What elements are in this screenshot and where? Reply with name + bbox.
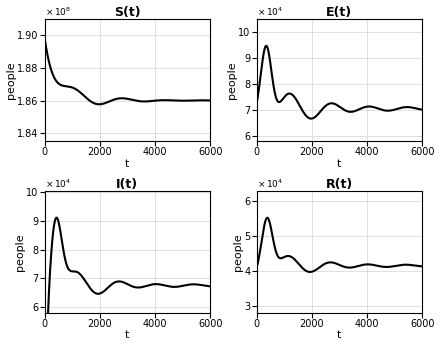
Text: $\times\,10^{8}$: $\times\,10^{8}$: [44, 6, 70, 18]
X-axis label: t: t: [125, 330, 130, 340]
Text: $\times\,10^{4}$: $\times\,10^{4}$: [257, 177, 283, 190]
Y-axis label: people: people: [15, 233, 25, 271]
X-axis label: t: t: [125, 159, 130, 169]
Title: I(t): I(t): [116, 178, 139, 191]
Text: $\times\,10^{4}$: $\times\,10^{4}$: [257, 6, 283, 18]
Y-axis label: people: people: [233, 233, 242, 271]
Title: R(t): R(t): [326, 178, 353, 191]
Y-axis label: people: people: [6, 61, 15, 99]
X-axis label: t: t: [337, 159, 341, 169]
Title: S(t): S(t): [114, 6, 141, 19]
Text: $\times\,10^{4}$: $\times\,10^{4}$: [44, 177, 71, 190]
Title: E(t): E(t): [326, 6, 352, 19]
X-axis label: t: t: [337, 330, 341, 340]
Y-axis label: people: people: [227, 61, 237, 99]
